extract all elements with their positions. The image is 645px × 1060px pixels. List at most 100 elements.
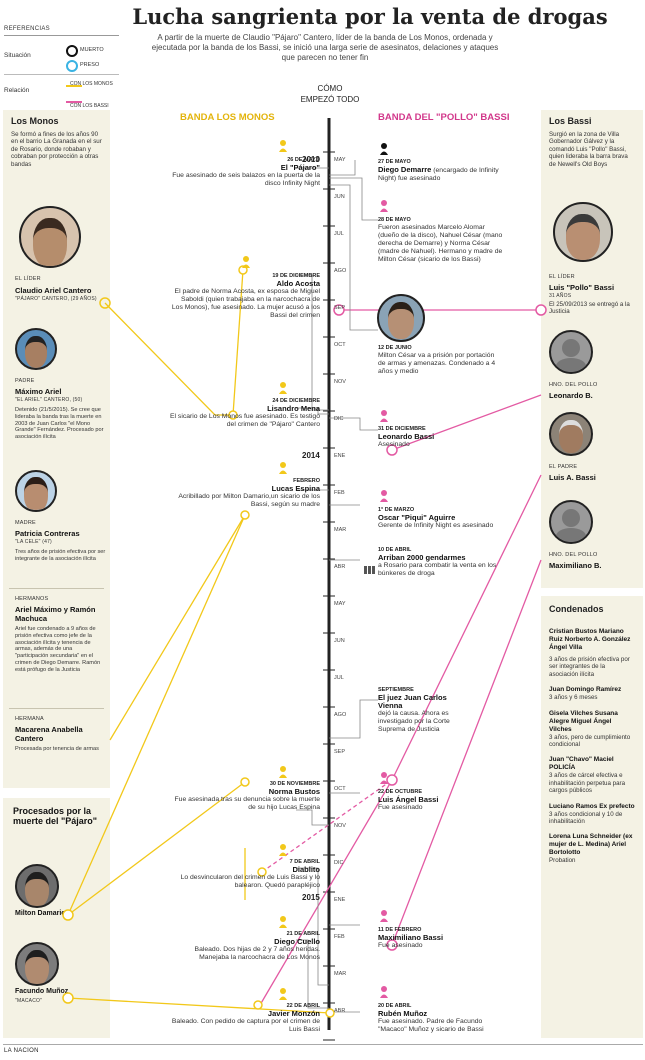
month-label: MAY bbox=[334, 601, 346, 607]
rel-bassi-leonardo bbox=[391, 394, 542, 451]
bassi-intro: Surgió en la zona de Villa Gobernador Gá… bbox=[549, 131, 628, 168]
patricia-avatar bbox=[15, 470, 57, 512]
event-right: 20 DE ABRIL Rubén Muñoz Fue asesinado. P… bbox=[378, 1002, 503, 1034]
conn-diablito bbox=[296, 867, 329, 986]
month-label: OCT bbox=[334, 786, 346, 792]
event-name: Diego Demarre bbox=[378, 165, 432, 174]
dot-cantero bbox=[99, 297, 111, 309]
source-label: LA NACION bbox=[4, 1048, 39, 1054]
procesados-heading: Procesados por la muerte del "Pájaro" bbox=[13, 806, 98, 826]
condenados-panel: Condenados Cristian Bustos Mariano Ruiz … bbox=[541, 596, 643, 1038]
event-left: 19 DE DICIEMBRE Aldo Acosta El padre de … bbox=[170, 272, 320, 320]
procesado-1-name: Milton Damario bbox=[15, 910, 66, 917]
conn-leonardo bbox=[329, 417, 378, 431]
event-date: 22 DE ABRIL bbox=[286, 1003, 320, 1009]
cond-2-name: Juan Domingo Ramírez bbox=[549, 686, 622, 694]
event-name: Oscar "Piqui" Aguirre bbox=[378, 513, 456, 522]
lider-name: Claudio Ariel Cantero bbox=[15, 286, 92, 295]
event-date: 11 DE FEBRERO bbox=[378, 927, 422, 933]
bassi-lider-text: El 25/09/2013 se entregó a la Justicia bbox=[549, 301, 630, 316]
event-date: 27 DE MAYO bbox=[378, 159, 411, 165]
month-label: AGO bbox=[334, 712, 347, 718]
dot-ruben bbox=[325, 1008, 335, 1018]
munoz-avatar bbox=[15, 942, 59, 986]
bassi-rel-label: CON LOS BASSI bbox=[70, 103, 109, 109]
event-date: 26 DE MAYO bbox=[287, 157, 320, 163]
event-date: 10 DE ABRIL bbox=[378, 547, 412, 553]
page-subtitle: A partir de la muerte de Claudio "Pájaro… bbox=[151, 33, 499, 62]
conn-milton bbox=[329, 184, 378, 331]
conn-bustos bbox=[296, 809, 329, 826]
event-name: Lisandro Mena bbox=[267, 404, 320, 413]
situacion-label: Situación bbox=[4, 52, 31, 59]
year-2014: 2014 bbox=[302, 451, 320, 460]
bassi-line bbox=[66, 101, 82, 103]
bassi-heading: Los Bassi bbox=[549, 116, 592, 126]
event-name: Aldo Acosta bbox=[276, 279, 320, 288]
monos-heading: Los Monos bbox=[11, 116, 59, 126]
month-label: NOV bbox=[334, 379, 346, 385]
bassi-padre-label: EL PADRE bbox=[549, 464, 578, 470]
cond-1-name: Cristian Bustos Mariano Ruiz Norberto A.… bbox=[549, 628, 631, 651]
dot-luis bbox=[386, 774, 398, 786]
event-name: El juez Juan Carlos Vienna bbox=[378, 693, 447, 710]
event-name: Diego Cuello bbox=[274, 937, 320, 946]
monos-panel: Los Monos Se formó a fines de los años 9… bbox=[3, 110, 110, 788]
event-date: 7 DE ABRIL bbox=[289, 859, 320, 865]
rel-monos-patricia-espina bbox=[109, 514, 246, 741]
rel-bassi-diablito-dashed bbox=[261, 779, 393, 873]
event-left: 30 DE NOVIEMBRE Norma Bustos Fue asesina… bbox=[170, 780, 320, 812]
damario-avatar bbox=[15, 864, 59, 908]
rel-bassi-luis-monzon bbox=[259, 779, 393, 1006]
event-text: El sicario de Los Monos fue asesinado. E… bbox=[170, 413, 320, 428]
event-text: El padre de Norma Acosta, ex esposa de M… bbox=[171, 288, 320, 319]
event-text: Asesinado bbox=[378, 441, 410, 448]
bassi-padre-name: Luis A. Bassi bbox=[549, 473, 596, 482]
cantero-avatar bbox=[19, 206, 81, 268]
page-title: Lucha sangrienta por la venta de drogas bbox=[132, 4, 608, 29]
event-date: 24 DE DICIEMBRE bbox=[272, 398, 320, 404]
empezo-label: EMPEZÓ TODO bbox=[300, 95, 360, 104]
event-text: Lo desvincularon del crimen de Luis Bass… bbox=[180, 874, 320, 889]
conn-cuello bbox=[296, 939, 329, 1009]
month-label: OCT bbox=[334, 342, 346, 348]
event-date: 21 DE ABRIL bbox=[286, 931, 320, 937]
bassi-lider-label: EL LÍDER bbox=[549, 274, 575, 280]
conn-acosta bbox=[296, 274, 329, 411]
rel-monos-damario-espina bbox=[67, 514, 246, 916]
timeline-ticks bbox=[323, 151, 335, 1041]
conn-vienna bbox=[329, 699, 378, 739]
leonardo-avatar bbox=[549, 330, 593, 374]
event-date: 28 DE MAYO bbox=[378, 217, 411, 223]
month-label: SEP bbox=[334, 749, 346, 755]
event-name: Rubén Muñoz bbox=[378, 1009, 428, 1018]
month-label: ENE bbox=[334, 453, 346, 459]
references-heading: REFERENCIAS bbox=[4, 26, 50, 32]
event-right: 27 DE MAYO Diego Demarre (encargado de I… bbox=[378, 158, 503, 183]
month-label: DIC bbox=[334, 416, 344, 422]
month-label: SEP bbox=[334, 305, 346, 311]
dot-munoz bbox=[62, 992, 74, 1004]
hermanos-name: Ariel Máximo y Ramón Machuca bbox=[15, 605, 96, 623]
event-name: Maximiliano Bassi bbox=[378, 933, 444, 942]
cond-6-text: Probation bbox=[549, 857, 576, 865]
event-right: 1° DE MARZO Oscar "Piqui" Aguirre Gerent… bbox=[378, 506, 503, 530]
hno2-label: HNO. DEL POLLO bbox=[549, 552, 598, 558]
event-text: Fue asesinado bbox=[378, 804, 423, 811]
banda-monos-label: BANDA LOS MONOS bbox=[180, 112, 275, 123]
event-text: Acribillado por Milton Damario,un sicari… bbox=[178, 493, 320, 508]
event-date: 31 DE DICIEMBRE bbox=[378, 426, 426, 432]
event-text: Fue asesinado. Padre de Facundo "Macaco"… bbox=[378, 1018, 484, 1033]
cond-4-text: 3 años de cárcel efectiva e inhabilitaci… bbox=[549, 772, 626, 795]
dot-bustos bbox=[240, 777, 250, 787]
event-text: dejó la causa. Ahora es investigado por … bbox=[378, 710, 450, 733]
rel-bassi-luis bbox=[391, 474, 542, 781]
bassi-panel: Los Bassi Surgió en la zona de Villa Gob… bbox=[541, 110, 643, 588]
month-label: ABR bbox=[334, 1008, 346, 1014]
monos-line bbox=[66, 85, 82, 87]
month-label: MAY bbox=[334, 157, 346, 163]
event-date: 19 DE DICIEMBRE bbox=[272, 273, 320, 279]
procesado-2-name: Facundo Muñoz bbox=[15, 988, 69, 995]
event-right: 10 DE ABRIL Arriban 2000 gendarmes a Ros… bbox=[378, 546, 503, 578]
